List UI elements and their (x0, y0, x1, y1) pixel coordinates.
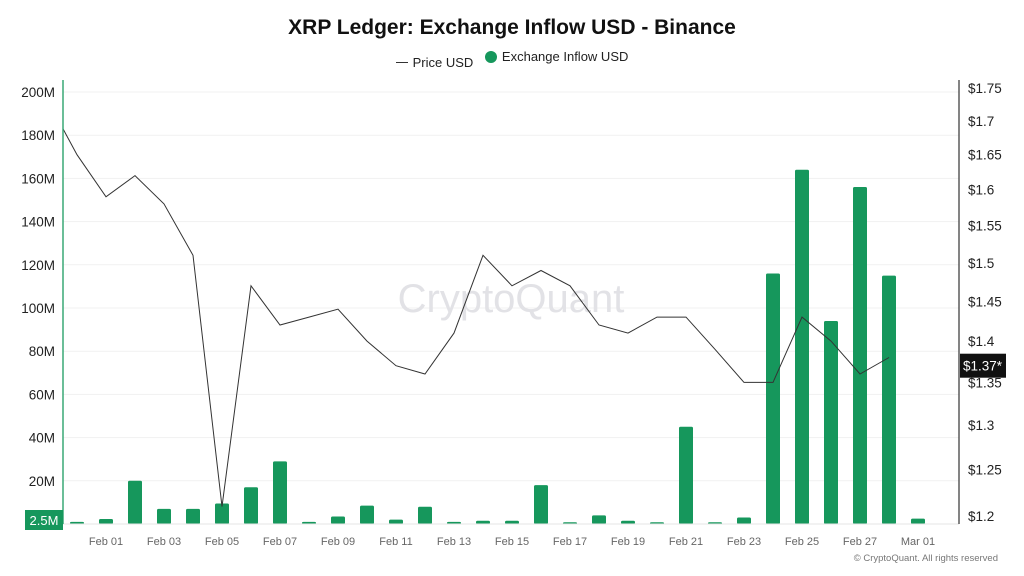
right-current-label: $1.37* (963, 359, 1003, 374)
legend: Price USD Exchange Inflow USD (0, 49, 1024, 70)
x-tick-label: Feb 25 (785, 536, 819, 548)
bar-feb-13 (447, 521, 461, 524)
x-tick-label: Mar 01 (901, 536, 935, 548)
right-tick-label: $1.2 (968, 509, 994, 524)
right-tick-label: $1.6 (968, 183, 994, 198)
left-tick-label: 160M (21, 171, 55, 186)
x-tick-label: Feb 27 (843, 536, 877, 548)
bar-feb-01 (99, 519, 113, 524)
bar-feb-08 (302, 521, 316, 524)
legend-label: Exchange Inflow USD (501, 49, 629, 64)
legend-item-price[interactable]: Price USD (395, 54, 474, 70)
price-line (63, 127, 890, 507)
legend-label: Price USD (412, 54, 474, 70)
bar-mar-01 (911, 518, 925, 524)
chart-title: XRP Ledger: Exchange Inflow USD - Binanc… (288, 16, 736, 39)
bar-feb-11 (389, 519, 403, 524)
bar-feb-26 (824, 320, 838, 524)
left-tick-label: 200M (21, 85, 55, 100)
left-tick-label: 100M (21, 301, 55, 316)
bar-feb-03 (157, 508, 171, 524)
bar-feb-28 (882, 275, 896, 524)
bar-feb-16 (534, 485, 548, 524)
x-tick-label: Feb 07 (263, 536, 297, 548)
left-current-badge (25, 510, 63, 530)
bar-feb-15 (505, 520, 519, 524)
bar-feb-04 (186, 508, 200, 524)
bar-jan-31 (70, 521, 84, 524)
bar-feb-24 (766, 273, 780, 524)
bar-feb-21 (679, 426, 693, 524)
left-tick-label: 60M (29, 387, 55, 402)
left-tick-label: 40M (29, 431, 55, 446)
left-tick-label: 140M (21, 215, 55, 230)
x-tick-label: Feb 17 (553, 536, 587, 548)
bar-feb-12 (418, 506, 432, 524)
x-tick-label: Feb 23 (727, 536, 761, 548)
bar-feb-14 (476, 520, 490, 524)
x-tick-label: Feb 19 (611, 536, 645, 548)
bar-feb-07 (273, 461, 287, 524)
left-current-label: 2.5M (30, 513, 59, 528)
bar-feb-19 (621, 520, 635, 524)
copyright: © CryptoQuant. All rights reserved (853, 553, 998, 564)
right-tick-label: $1.5 (968, 256, 994, 271)
right-tick-label: $1.75 (968, 81, 1002, 96)
dot-swatch-icon (484, 50, 497, 63)
left-tick-label: 180M (21, 128, 55, 143)
x-tick-label: Feb 11 (379, 536, 412, 548)
right-tick-label: $1.25 (968, 463, 1002, 478)
left-tick-label: 20M (29, 474, 55, 489)
bar-feb-25 (795, 169, 809, 524)
bar-feb-05 (215, 503, 229, 524)
x-tick-label: Feb 01 (89, 536, 123, 548)
right-current-badge (960, 353, 1006, 378)
right-tick-label: $1.7 (968, 114, 994, 129)
right-tick-label: $1.35 (968, 375, 1002, 390)
bar-feb-06 (244, 487, 258, 524)
line-swatch-icon (395, 61, 408, 63)
legend-item-inflow[interactable]: Exchange Inflow USD (484, 49, 629, 64)
left-tick-label: 80M (29, 344, 55, 359)
x-tick-label: Feb 21 (669, 536, 703, 548)
right-tick-label: $1.4 (968, 334, 995, 349)
bar-feb-10 (360, 505, 374, 524)
watermark: CryptoQuant (398, 277, 625, 321)
right-tick-label: $1.55 (968, 219, 1002, 234)
x-tick-label: Feb 03 (147, 536, 181, 548)
right-tick-label: $1.3 (968, 418, 994, 433)
x-tick-label: Feb 09 (321, 536, 355, 548)
bar-feb-02 (128, 480, 142, 524)
bar-feb-23 (737, 517, 751, 524)
x-tick-label: Feb 05 (205, 536, 239, 548)
x-tick-label: Feb 15 (495, 536, 529, 548)
bar-feb-09 (331, 516, 345, 524)
bar-feb-18 (592, 515, 606, 524)
x-tick-label: Feb 13 (437, 536, 471, 548)
left-tick-label: 120M (21, 258, 55, 273)
right-tick-label: $1.65 (968, 148, 1002, 163)
bar-feb-27 (853, 187, 867, 525)
right-tick-label: $1.45 (968, 294, 1002, 309)
